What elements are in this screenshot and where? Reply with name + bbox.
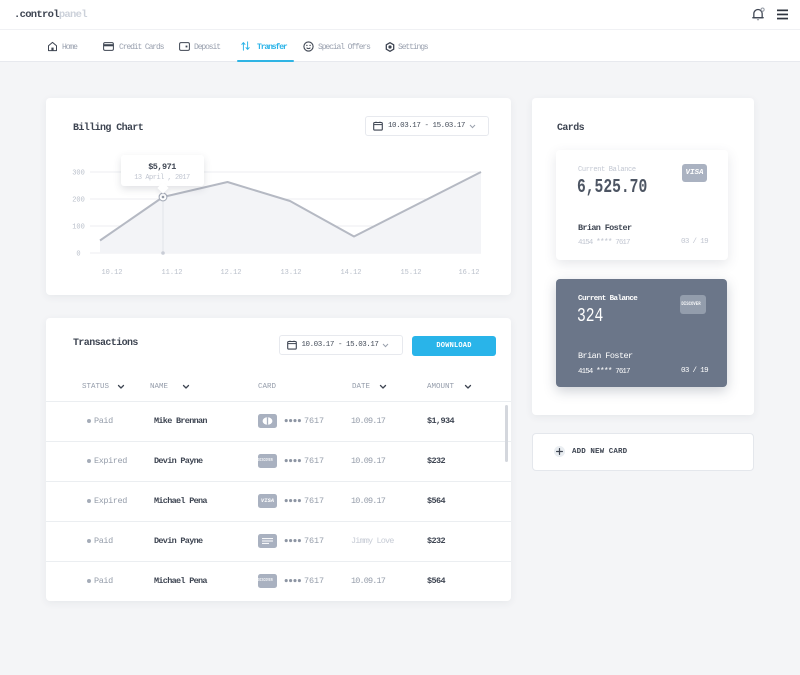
svg-text:16.12: 16.12 bbox=[458, 269, 479, 277]
svg-text:200: 200 bbox=[72, 197, 85, 205]
svg-text:300: 300 bbox=[72, 170, 85, 178]
svg-text:10.12: 10.12 bbox=[101, 269, 122, 277]
svg-text:100: 100 bbox=[72, 224, 85, 232]
svg-text:0: 0 bbox=[76, 251, 80, 259]
svg-text:11.12: 11.12 bbox=[161, 269, 182, 277]
svg-text:14.12: 14.12 bbox=[340, 269, 361, 277]
svg-text:12.12: 12.12 bbox=[220, 269, 241, 277]
svg-text:15.12: 15.12 bbox=[400, 269, 421, 277]
svg-text:13.12: 13.12 bbox=[280, 269, 301, 277]
